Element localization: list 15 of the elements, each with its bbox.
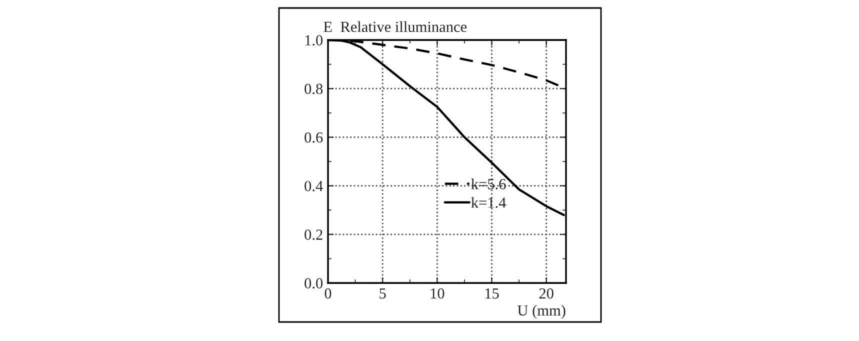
y-tick-label: 1.0: [305, 35, 323, 46]
x-tick-label: 0: [324, 288, 332, 299]
y-tick-label: 0.8: [304, 84, 323, 94]
x-tick-label: 15: [485, 288, 499, 299]
legend-label: k=1.4: [471, 197, 506, 208]
x-axis-title: U (mm): [518, 304, 566, 319]
y-tick-label: 0.0: [304, 278, 323, 289]
y-tick-label: 0.6: [304, 132, 323, 143]
x-tick-label: 10: [430, 288, 444, 299]
y-axis-title: E Relative illuminance: [324, 21, 467, 32]
y-tick-label: 0.2: [304, 230, 322, 240]
y-tick-label: 0.4: [304, 180, 323, 192]
x-tick-label: 5: [380, 288, 386, 299]
legend-label: k=5.6: [471, 178, 506, 190]
x-tick-label: 20: [539, 288, 554, 299]
